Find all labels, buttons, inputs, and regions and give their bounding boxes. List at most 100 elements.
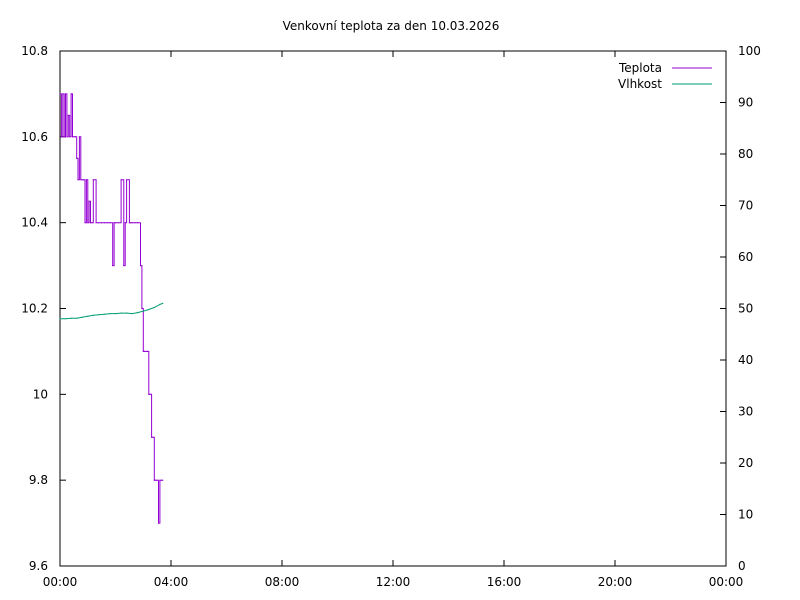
x-tick-label: 16:00 <box>487 575 522 589</box>
data-point-teplota <box>144 350 146 352</box>
data-point-teplota <box>146 350 148 352</box>
data-point-vlhkost <box>137 312 139 314</box>
data-point-teplota <box>124 222 126 224</box>
y-right-tick-label: 50 <box>738 302 753 316</box>
x-axis: 00:00 04:00 08:00 12:00 16:00 20:00 00:00 <box>43 51 744 589</box>
data-point-vlhkost <box>87 315 89 317</box>
data-point-teplota <box>62 93 64 95</box>
data-point-teplota <box>95 222 97 224</box>
data-point-teplota <box>78 136 80 138</box>
data-point-teplota <box>120 179 122 181</box>
data-point-vlhkost <box>92 314 94 316</box>
data-point-teplota <box>157 522 160 524</box>
data-point-teplota <box>114 222 117 224</box>
data-point-teplota <box>126 179 128 181</box>
data-point-teplota <box>59 93 61 95</box>
y-left-tick-label: 10.4 <box>21 216 48 230</box>
data-point-teplota <box>113 222 115 224</box>
data-point-vlhkost <box>142 310 144 312</box>
y-left-tick-label: 9.8 <box>29 473 48 487</box>
data-point-teplota <box>69 136 71 138</box>
data-point-vlhkost <box>98 314 100 316</box>
data-point-teplota <box>60 136 63 138</box>
data-point-teplota <box>92 179 94 181</box>
y-left-tick-label: 10.6 <box>21 130 48 144</box>
data-point-teplota <box>156 479 158 481</box>
legend-label-vlhkost: Vlhkost <box>618 77 662 91</box>
x-tick-label: 00:00 <box>43 575 78 589</box>
x-tick-label: 08:00 <box>265 575 300 589</box>
data-point-teplota <box>66 136 68 138</box>
data-point-teplota <box>141 307 143 310</box>
y-right-tick-label: 10 <box>738 508 753 522</box>
data-point-teplota <box>77 179 79 181</box>
data-point-teplota <box>137 222 139 224</box>
data-point-teplota <box>91 222 93 224</box>
data-point-vlhkost <box>76 317 78 319</box>
series-line-teplota <box>60 93 163 524</box>
y-right-tick-label: 90 <box>738 96 753 110</box>
data-point-teplota <box>63 136 65 138</box>
data-point-vlhkost <box>109 313 111 315</box>
data-point-teplota <box>84 222 86 224</box>
data-point-teplota <box>145 350 147 352</box>
y-right-tick-label: 100 <box>738 44 761 58</box>
data-point-teplota <box>128 222 130 224</box>
data-point-teplota <box>142 350 144 352</box>
data-point-teplota <box>159 479 161 481</box>
data-point-teplota <box>85 179 87 181</box>
y-axis-left: 9.6 9.8 10 10.2 10.4 10.6 10.8 <box>21 44 66 573</box>
data-point-teplota <box>139 265 142 267</box>
data-point-teplota <box>70 93 72 95</box>
data-point-vlhkost <box>64 318 67 320</box>
legend-label-teplota: Teplota <box>618 61 662 75</box>
data-point-teplota <box>149 393 151 395</box>
data-point-vlhkost <box>126 312 128 314</box>
y-right-tick-label: 20 <box>738 456 753 470</box>
data-point-teplota <box>160 479 162 481</box>
y-right-tick-label: 40 <box>738 353 753 367</box>
data-point-teplota <box>109 222 111 224</box>
data-point-teplota <box>73 136 75 138</box>
data-point-teplota <box>80 179 82 181</box>
data-point-teplota <box>112 265 114 267</box>
data-point-teplota <box>106 222 108 224</box>
x-tick-label: 20:00 <box>598 575 633 589</box>
data-point-teplota <box>148 393 150 395</box>
data-point-teplota <box>67 114 69 116</box>
y-left-tick-label: 9.6 <box>29 559 48 573</box>
data-point-teplota <box>153 479 155 481</box>
y-right-tick-label: 60 <box>738 250 753 264</box>
x-tick-label: 00:00 <box>709 575 744 589</box>
data-point-teplota <box>88 200 90 202</box>
data-point-teplota <box>130 222 132 224</box>
data-point-teplota <box>83 179 85 181</box>
data-point-vlhkost <box>159 303 161 305</box>
data-point-vlhkost <box>131 313 133 315</box>
x-tick-label: 12:00 <box>376 575 411 589</box>
data-point-vlhkost <box>81 316 83 318</box>
series-layer <box>59 93 164 524</box>
data-point-vlhkost <box>103 313 105 315</box>
data-point-teplota <box>71 136 74 138</box>
y-axis-right: 0 10 20 30 40 50 60 70 80 90 100 <box>720 44 761 573</box>
data-point-teplota <box>131 222 133 224</box>
data-point-teplota <box>134 222 136 224</box>
data-point-vlhkost <box>120 312 122 314</box>
data-point-vlhkost <box>59 318 61 320</box>
data-point-teplota <box>74 136 76 138</box>
legend: Teplota Vlhkost <box>618 61 712 91</box>
data-point-vlhkost <box>162 302 164 304</box>
data-point-teplota <box>76 157 78 159</box>
data-point-teplota <box>152 436 154 438</box>
data-point-teplota <box>103 222 105 224</box>
data-point-teplota <box>101 222 103 224</box>
series-line-vlhkost <box>60 302 163 320</box>
y-right-tick-label: 30 <box>738 405 753 419</box>
data-point-vlhkost <box>148 308 150 311</box>
data-point-teplota <box>64 93 67 95</box>
data-point-teplota <box>162 479 164 481</box>
data-point-teplota <box>117 222 119 224</box>
y-right-tick-label: 80 <box>738 147 753 161</box>
